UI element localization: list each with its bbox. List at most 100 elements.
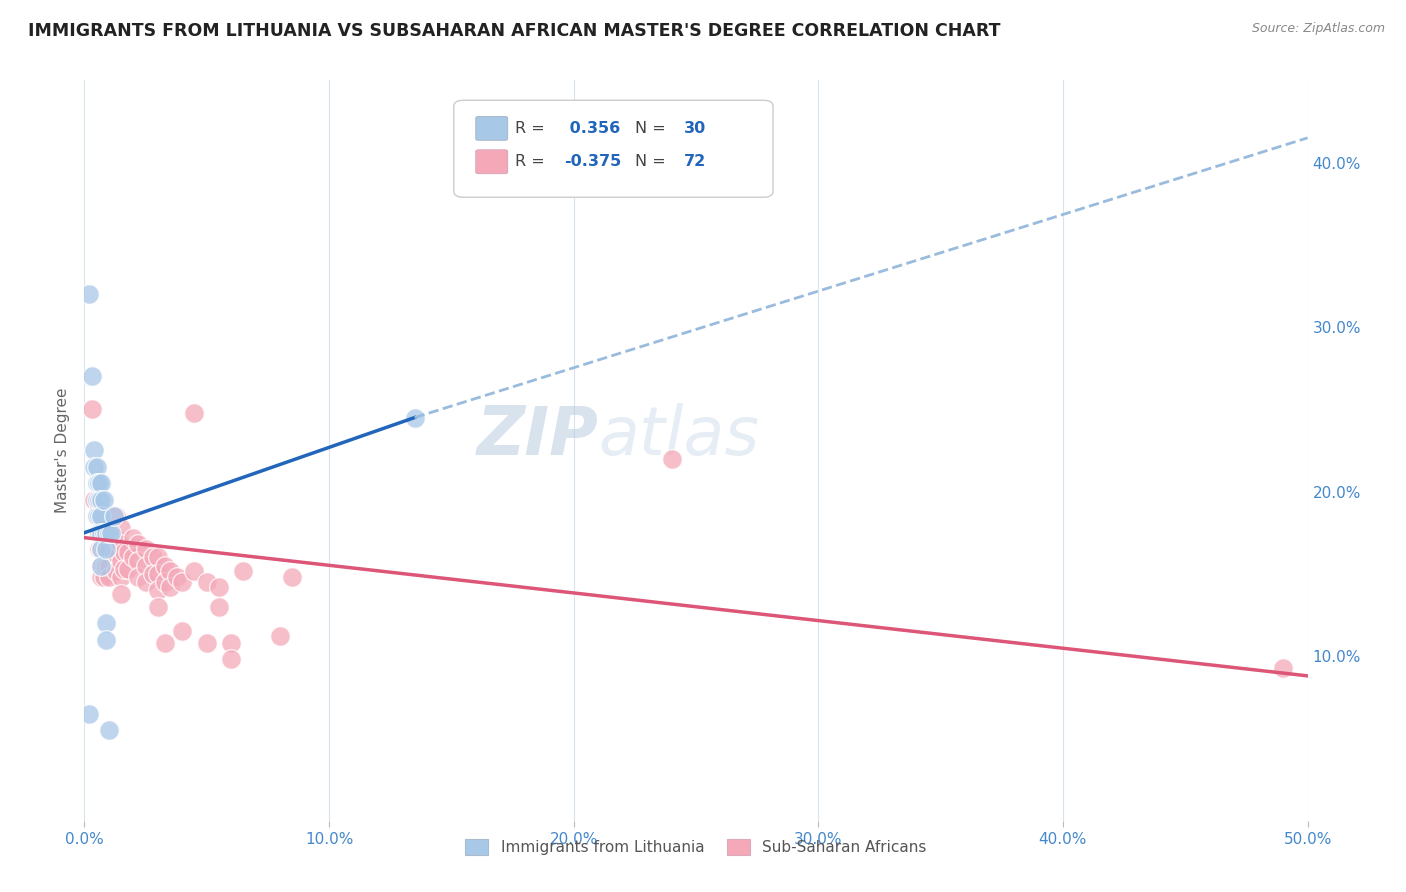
- Point: [96, 542, 118, 557]
- Point: [83, 443, 105, 458]
- Text: 72: 72: [683, 154, 706, 169]
- Point: [86, 459, 108, 474]
- FancyBboxPatch shape: [454, 100, 773, 197]
- Point: [281, 570, 304, 584]
- Point: [195, 636, 218, 650]
- Legend: Immigrants from Lithuania, Sub-Saharan Africans: Immigrants from Lithuania, Sub-Saharan A…: [460, 833, 932, 861]
- Point: [86, 509, 108, 524]
- Point: [142, 566, 165, 581]
- Point: [219, 636, 242, 650]
- Text: Source: ZipAtlas.com: Source: ZipAtlas.com: [1251, 22, 1385, 36]
- Point: [97, 570, 120, 584]
- Text: 30: 30: [683, 121, 706, 136]
- Point: [90, 509, 112, 524]
- Point: [112, 545, 135, 559]
- Point: [93, 558, 115, 573]
- Point: [105, 547, 128, 561]
- Point: [153, 636, 176, 650]
- Text: N =: N =: [636, 121, 671, 136]
- Point: [208, 580, 231, 594]
- Text: N =: N =: [636, 154, 671, 169]
- Point: [404, 410, 426, 425]
- Point: [96, 531, 118, 545]
- Point: [110, 570, 132, 584]
- Point: [97, 723, 120, 738]
- Point: [153, 575, 176, 590]
- Point: [105, 531, 128, 545]
- Point: [97, 525, 120, 540]
- Point: [90, 570, 112, 584]
- Point: [93, 525, 115, 540]
- Point: [90, 509, 112, 524]
- Point: [127, 554, 149, 568]
- Point: [135, 575, 157, 590]
- Point: [93, 525, 115, 540]
- Point: [103, 509, 125, 524]
- Point: [142, 550, 165, 565]
- Point: [90, 558, 112, 573]
- Point: [153, 558, 176, 573]
- Point: [96, 547, 118, 561]
- Point: [96, 525, 118, 540]
- Text: IMMIGRANTS FROM LITHUANIA VS SUBSAHARAN AFRICAN MASTER'S DEGREE CORRELATION CHAR: IMMIGRANTS FROM LITHUANIA VS SUBSAHARAN …: [28, 22, 1001, 40]
- Text: 0.356: 0.356: [564, 121, 620, 136]
- Point: [90, 525, 112, 540]
- Point: [269, 629, 291, 643]
- Point: [77, 706, 100, 721]
- Point: [77, 287, 100, 301]
- Point: [96, 558, 118, 573]
- Point: [127, 537, 149, 551]
- Point: [83, 459, 105, 474]
- Text: ZIP: ZIP: [477, 402, 598, 468]
- Point: [93, 542, 115, 557]
- Point: [146, 550, 169, 565]
- Point: [87, 525, 110, 540]
- Point: [110, 521, 132, 535]
- Point: [122, 550, 145, 565]
- Point: [135, 558, 157, 573]
- Text: R =: R =: [515, 121, 550, 136]
- Point: [90, 542, 112, 557]
- Point: [127, 570, 149, 584]
- Point: [103, 531, 125, 545]
- Point: [117, 545, 139, 559]
- Point: [105, 564, 128, 578]
- Point: [232, 564, 254, 578]
- Point: [87, 501, 110, 516]
- Point: [86, 476, 108, 491]
- Point: [87, 492, 110, 507]
- Point: [172, 624, 194, 639]
- Point: [97, 542, 120, 557]
- Point: [117, 562, 139, 576]
- Point: [97, 558, 120, 573]
- Point: [90, 492, 112, 507]
- Point: [159, 564, 181, 578]
- Point: [103, 547, 125, 561]
- Point: [90, 476, 112, 491]
- Point: [87, 542, 110, 557]
- Point: [195, 575, 218, 590]
- Point: [80, 402, 103, 417]
- Point: [146, 599, 169, 614]
- Point: [159, 580, 181, 594]
- Point: [183, 406, 205, 420]
- Point: [80, 369, 103, 384]
- Point: [100, 525, 122, 540]
- Point: [110, 554, 132, 568]
- Text: -0.375: -0.375: [564, 154, 621, 169]
- Point: [183, 564, 205, 578]
- Point: [219, 652, 242, 666]
- Point: [112, 562, 135, 576]
- Y-axis label: Master's Degree: Master's Degree: [55, 388, 70, 513]
- Point: [208, 599, 231, 614]
- Point: [110, 586, 132, 600]
- Point: [166, 570, 188, 584]
- Point: [122, 531, 145, 545]
- Point: [135, 542, 157, 557]
- Point: [90, 542, 112, 557]
- Point: [83, 492, 105, 507]
- Point: [105, 509, 128, 524]
- Point: [146, 566, 169, 581]
- Point: [93, 570, 115, 584]
- Point: [97, 525, 120, 540]
